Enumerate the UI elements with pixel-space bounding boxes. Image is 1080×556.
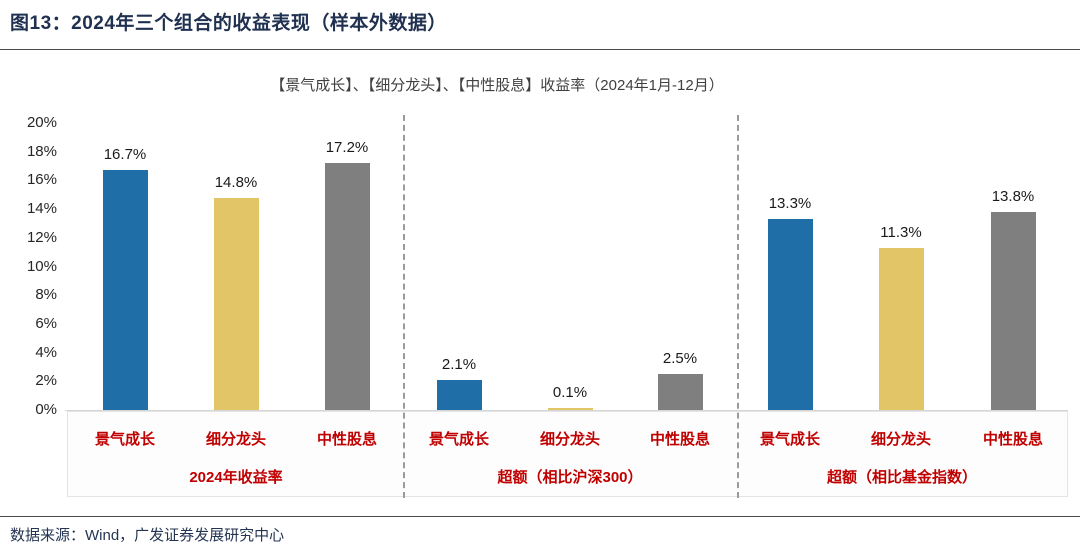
bar <box>657 374 703 410</box>
data-source: 数据来源：Wind，广发证券发展研究中心 <box>10 527 285 544</box>
bar-value-label: 13.3% <box>768 195 812 213</box>
bar <box>990 211 1036 410</box>
bar-value-label: 16.7% <box>103 146 147 164</box>
category-label: 细分龙头 <box>205 431 266 448</box>
category-label: 细分龙头 <box>870 431 931 448</box>
bar <box>436 379 482 410</box>
category-label: 景气成长 <box>759 431 820 448</box>
category-label: 景气成长 <box>94 431 155 448</box>
group-label: 超额（相比沪深300） <box>497 469 643 486</box>
bar <box>878 247 924 410</box>
category-label: 景气成长 <box>428 431 489 448</box>
y-tick-label: 4% <box>35 343 57 361</box>
y-tick-label: 20% <box>26 114 57 131</box>
bar <box>102 170 148 410</box>
y-tick-label: 6% <box>35 314 57 332</box>
bar-value-label: 0.1% <box>552 384 588 401</box>
figure-title: 图13：2024年三个组合的收益表现（样本外数据） <box>10 13 447 34</box>
category-label: 细分龙头 <box>539 431 600 448</box>
top-divider <box>0 49 1080 50</box>
y-tick-label: 18% <box>26 142 57 160</box>
group-separator <box>737 115 739 498</box>
group-label: 2024年收益率 <box>189 469 283 486</box>
y-tick-label: 2% <box>35 372 57 390</box>
y-tick-label: 0% <box>35 401 57 418</box>
bar <box>767 219 813 410</box>
group-label: 超额（相比基金指数） <box>826 469 977 486</box>
bottom-divider <box>0 516 1080 517</box>
x-axis-baseline <box>65 410 1068 411</box>
bar-value-label: 17.2% <box>325 139 369 157</box>
y-tick-label: 10% <box>26 257 57 275</box>
y-tick-label: 12% <box>26 228 57 246</box>
category-label: 中性股息 <box>316 431 377 448</box>
chart-title: 【景气成长】、【细分龙头】、【中性股息】收益率（2024年1月-12月） <box>270 77 724 94</box>
bar-value-label: 11.3% <box>880 223 922 241</box>
bar-value-label: 2.5% <box>662 350 698 368</box>
group-separator <box>403 115 405 498</box>
bar <box>213 197 259 410</box>
bar-value-label: 14.8% <box>214 173 258 191</box>
bar-value-label: 13.8% <box>991 187 1035 205</box>
bar-value-label: 2.1% <box>441 355 477 373</box>
category-label: 中性股息 <box>649 431 710 448</box>
y-tick-label: 8% <box>35 286 57 304</box>
y-tick-label: 14% <box>26 200 57 218</box>
bar <box>547 408 593 410</box>
axis-label-band <box>67 411 1068 497</box>
y-tick-label: 16% <box>26 171 57 189</box>
category-label: 中性股息 <box>982 431 1043 448</box>
bar <box>324 163 370 410</box>
